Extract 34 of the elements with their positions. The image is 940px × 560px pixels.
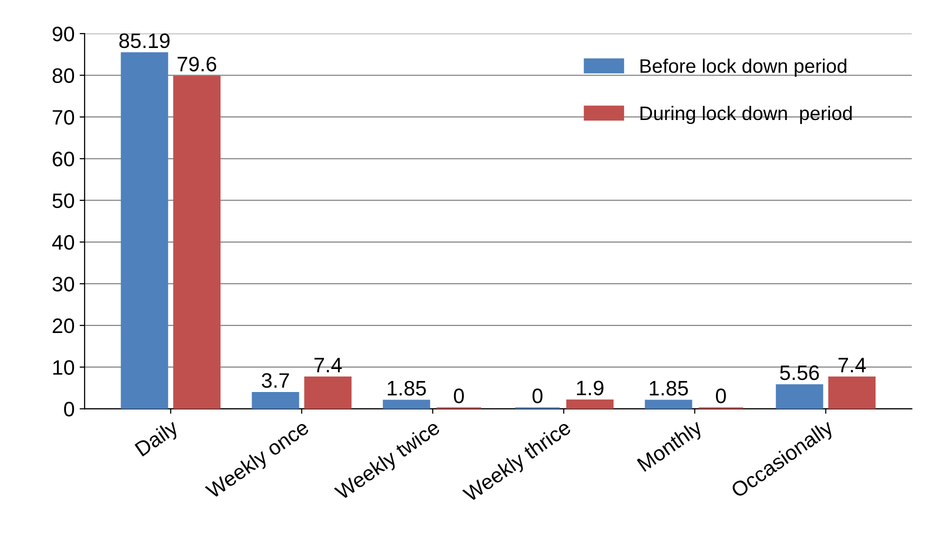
- data-label: 1.85: [650, 380, 688, 396]
- data-label: 3.7: [262, 373, 289, 388]
- y-tick-label: 70: [52, 110, 74, 125]
- y-tick-label: 80: [52, 68, 74, 84]
- bar: [382, 400, 430, 409]
- data-label: 1.85: [388, 380, 426, 396]
- bar: [828, 376, 876, 409]
- bar: [120, 52, 168, 409]
- y-tick-label: 10: [53, 360, 74, 375]
- data-label: 7.4: [838, 358, 866, 372]
- data-label: 0: [454, 388, 464, 404]
- y-tick-label: 20: [52, 318, 74, 334]
- y-tick-label: 90: [52, 26, 74, 42]
- bar: [644, 400, 692, 409]
- data-label: 1.9: [577, 380, 604, 396]
- data-label: 85.19: [119, 33, 170, 48]
- data-label: 0: [532, 388, 542, 404]
- data-label: 79.6: [178, 56, 216, 72]
- y-tick-label: 60: [52, 152, 74, 166]
- bar: [566, 399, 614, 409]
- y-tick-label: 50: [52, 193, 74, 208]
- legend-label: Before lock down period: [640, 58, 846, 77]
- bar: [173, 76, 221, 409]
- bar: [304, 376, 352, 409]
- x-tick-label: Daily: [134, 418, 182, 460]
- data-label: 7.4: [314, 358, 342, 372]
- y-tick-label: 30: [52, 276, 74, 292]
- y-tick-label: 0: [64, 402, 74, 417]
- data-label: 0: [716, 388, 726, 404]
- bar: [252, 392, 300, 409]
- bar: [776, 384, 824, 409]
- legend-label: During lock down period: [640, 106, 852, 124]
- data-label: 5.56: [780, 365, 819, 380]
- y-tick-label: 40: [52, 235, 74, 250]
